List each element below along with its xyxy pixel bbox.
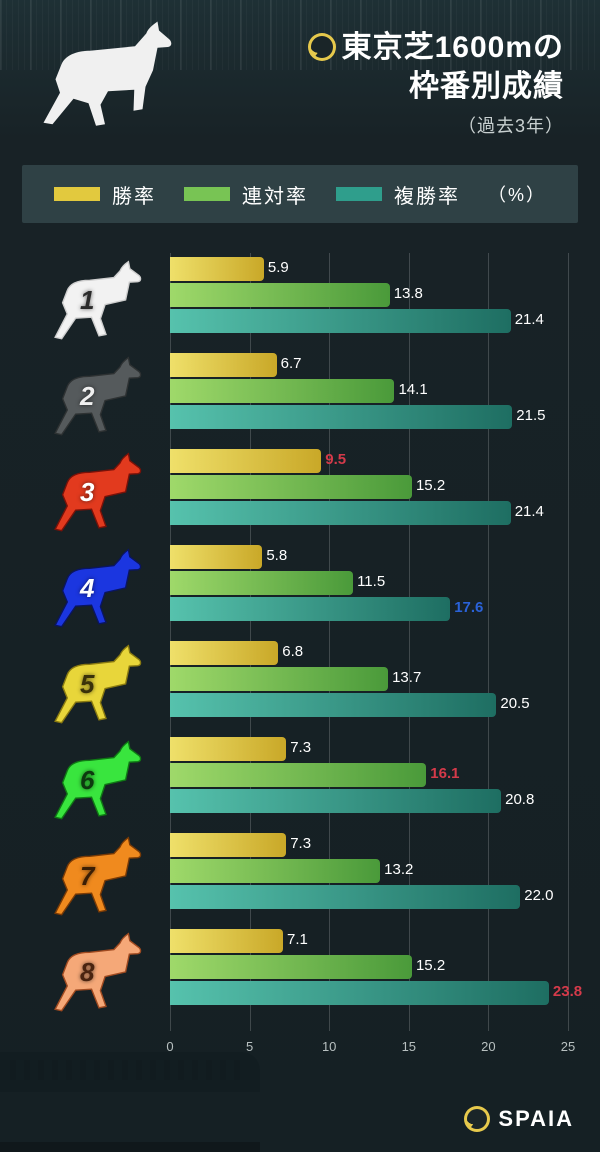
x-tick-label: 25 <box>561 1039 575 1054</box>
footer-logo: SPAIA <box>464 1106 574 1132</box>
title-text-1: 東京芝1600mの <box>342 31 564 64</box>
legend-swatch <box>54 187 100 201</box>
bar: 5.8 <box>170 545 262 569</box>
bar: 23.8 <box>170 981 549 1005</box>
bar-row: 77.313.222.0 <box>170 829 568 921</box>
brand-text: SPAIA <box>498 1106 574 1132</box>
legend-item-win: 勝率 <box>54 180 156 209</box>
bar: 13.7 <box>170 667 388 691</box>
bar-value-label: 13.7 <box>392 669 440 686</box>
bar: 13.2 <box>170 859 380 883</box>
plot-area: 15.913.821.426.714.121.539.515.221.445.8… <box>170 253 568 1031</box>
bar-value-label: 6.7 <box>281 355 329 372</box>
brand-ball-icon <box>308 33 336 61</box>
legend-swatch <box>336 187 382 201</box>
bar: 20.5 <box>170 693 496 717</box>
bar: 21.5 <box>170 405 512 429</box>
x-tick-label: 10 <box>322 1039 336 1054</box>
bar-row: 56.813.720.5 <box>170 637 568 729</box>
bar-value-label: 20.8 <box>505 791 553 808</box>
bar-value-label: 7.3 <box>290 739 338 756</box>
bar: 7.3 <box>170 737 286 761</box>
x-tick-label: 20 <box>481 1039 495 1054</box>
bar-row: 15.913.821.4 <box>170 253 568 345</box>
bar-value-label: 13.2 <box>384 861 432 878</box>
post-position-horse-icon: 3 <box>22 449 162 533</box>
bar-value-label: 20.5 <box>500 695 548 712</box>
header: 東京芝1600mの 枠番別成績 （過去3年） <box>0 0 600 165</box>
x-tick-label: 15 <box>402 1039 416 1054</box>
bar: 6.8 <box>170 641 278 665</box>
bar: 15.2 <box>170 955 412 979</box>
post-position-horse-icon: 7 <box>22 833 162 917</box>
bar: 6.7 <box>170 353 277 377</box>
legend-item-show: 複勝率 <box>336 180 460 209</box>
bar-row: 67.316.120.8 <box>170 733 568 825</box>
bar: 5.9 <box>170 257 264 281</box>
bar: 15.2 <box>170 475 412 499</box>
bar: 11.5 <box>170 571 353 595</box>
bar: 21.4 <box>170 309 511 333</box>
bar-value-label: 22.0 <box>524 887 572 904</box>
bar-value-label: 16.1 <box>430 765 478 782</box>
legend-item-place: 連対率 <box>184 180 308 209</box>
bar-row: 45.811.517.6 <box>170 541 568 633</box>
legend-label: 勝率 <box>112 180 156 209</box>
bar-value-label: 21.4 <box>515 503 563 520</box>
legend-label: 連対率 <box>242 180 308 209</box>
bar-value-label: 15.2 <box>416 477 464 494</box>
post-position-horse-icon: 1 <box>22 257 162 341</box>
post-position-horse-icon: 8 <box>22 929 162 1013</box>
legend-label: 複勝率 <box>394 180 460 209</box>
bar: 16.1 <box>170 763 426 787</box>
bar-value-label: 5.8 <box>266 547 314 564</box>
post-position-horse-icon: 4 <box>22 545 162 629</box>
bar-value-label: 21.4 <box>515 311 563 328</box>
bar-value-label: 5.9 <box>268 259 316 276</box>
post-position-horse-icon: 5 <box>22 641 162 725</box>
bar: 20.8 <box>170 789 501 813</box>
legend: 勝率 連対率 複勝率 （%） <box>22 165 578 223</box>
bar-value-label: 9.5 <box>325 451 373 468</box>
brand-ball-icon <box>464 1106 490 1132</box>
bar-value-label: 21.5 <box>516 407 564 424</box>
bar-row: 87.115.223.8 <box>170 925 568 1017</box>
chart: 15.913.821.426.714.121.539.515.221.445.8… <box>22 253 578 1073</box>
bar: 21.4 <box>170 501 511 525</box>
header-horse-icon <box>30 20 180 133</box>
bar-value-label: 7.1 <box>287 931 335 948</box>
bar: 7.1 <box>170 929 283 953</box>
bar: 22.0 <box>170 885 520 909</box>
bar-value-label: 23.8 <box>553 983 600 1000</box>
stadium-silhouette <box>0 1052 260 1152</box>
bar-value-label: 15.2 <box>416 957 464 974</box>
post-position-horse-icon: 2 <box>22 353 162 437</box>
bar-value-label: 14.1 <box>398 381 446 398</box>
bar: 9.5 <box>170 449 321 473</box>
bar: 14.1 <box>170 379 394 403</box>
legend-swatch <box>184 187 230 201</box>
bar-row: 39.515.221.4 <box>170 445 568 537</box>
bar-value-label: 7.3 <box>290 835 338 852</box>
bar: 17.6 <box>170 597 450 621</box>
bar-value-label: 6.8 <box>282 643 330 660</box>
gridline <box>568 253 569 1031</box>
bar-value-label: 11.5 <box>357 573 405 590</box>
post-position-horse-icon: 6 <box>22 737 162 821</box>
bar-row: 26.714.121.5 <box>170 349 568 441</box>
bar: 13.8 <box>170 283 390 307</box>
bar-value-label: 17.6 <box>454 599 502 616</box>
bar-rows: 15.913.821.426.714.121.539.515.221.445.8… <box>170 253 568 1031</box>
bar: 7.3 <box>170 833 286 857</box>
bar-value-label: 13.8 <box>394 285 442 302</box>
legend-unit: （%） <box>488 181 546 207</box>
